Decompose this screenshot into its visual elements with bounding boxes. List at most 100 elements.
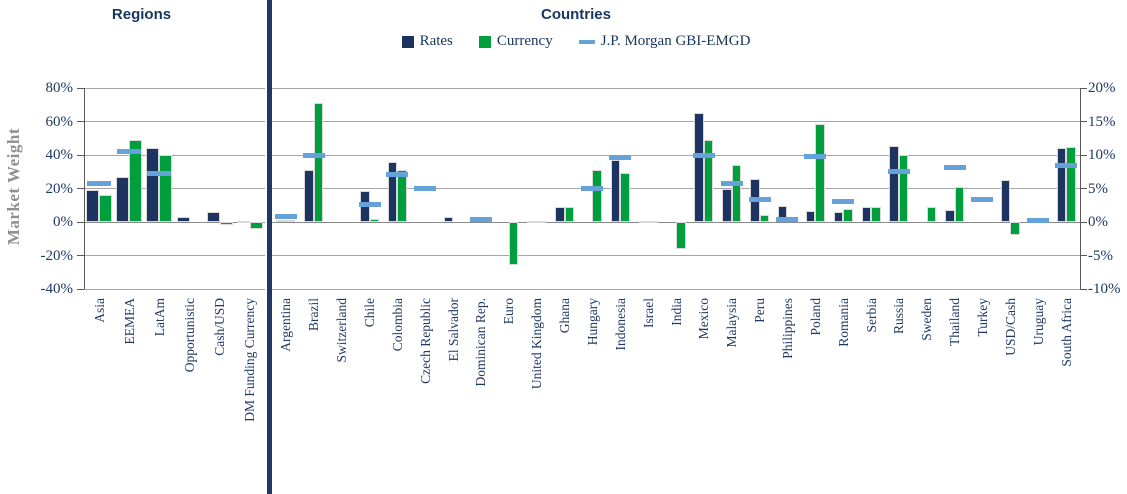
gridline — [84, 288, 265, 290]
category-label: United Kingdom — [529, 298, 545, 390]
rates-bar — [527, 220, 537, 223]
tick-mark — [77, 121, 84, 122]
gridline — [272, 288, 1080, 290]
currency-bar — [249, 222, 263, 229]
rates-bar — [638, 220, 649, 223]
category-label: India — [668, 298, 684, 326]
currency-bar — [759, 215, 770, 222]
currency-bar — [871, 207, 881, 222]
currency-bar — [285, 219, 296, 222]
category-label: Thailand — [947, 298, 963, 346]
currency-bar — [620, 173, 630, 222]
gbi-emgd-marker — [776, 216, 799, 222]
category-label: Philippines — [779, 298, 795, 359]
gridline — [84, 255, 265, 256]
category-label: USD/Cash — [1002, 298, 1018, 356]
gbi-emgd-marker — [1055, 162, 1078, 168]
currency-bar — [99, 195, 113, 222]
y-tick-label: -10% — [1088, 281, 1121, 297]
gridline — [84, 221, 265, 223]
currency-bar — [676, 222, 686, 249]
category-label: Czech Republic — [417, 298, 433, 384]
y-tick-label: 5% — [1088, 180, 1108, 197]
category-label: Mexico — [696, 298, 712, 340]
currency-bar — [815, 124, 825, 222]
currency-bar — [731, 165, 742, 222]
y-tick-label: 80% — [45, 80, 74, 96]
section-divider — [267, 0, 272, 494]
y-tick-label: 15% — [1088, 113, 1116, 130]
rates-bar — [555, 207, 565, 222]
tick-mark — [77, 188, 84, 189]
axis-line — [83, 88, 85, 289]
category-label: DM Funding Currency — [242, 298, 258, 422]
category-label: Sweden — [919, 298, 935, 341]
category-label: Turkey — [974, 298, 990, 337]
y-tick-label: 20% — [1088, 80, 1116, 96]
rates-bar — [805, 211, 816, 222]
rates-bar — [276, 219, 286, 222]
category-label: Brazil — [306, 298, 322, 331]
regions-title: Regions — [111, 6, 172, 23]
gbi-emgd-marker — [692, 152, 715, 158]
rates-bar — [146, 148, 160, 222]
category-label: EEMEA — [121, 298, 137, 345]
tick-mark — [1080, 188, 1087, 189]
category-label: Euro — [501, 298, 517, 325]
tick-mark — [77, 154, 84, 156]
countries-title: Countries — [540, 6, 611, 23]
rates-bar — [889, 146, 899, 222]
gbi-emgd-marker — [274, 214, 297, 220]
currency-bar — [592, 169, 602, 222]
category-label: Opportunistic — [182, 298, 198, 373]
category-label: LatAm — [151, 298, 167, 337]
gbi-emgd-marker — [887, 169, 910, 175]
gbi-emgd-marker — [609, 155, 632, 161]
rates-bar — [722, 188, 732, 222]
category-label: Cash/USD — [212, 298, 228, 356]
category-label: Argentina — [278, 298, 294, 352]
currency-bar — [703, 140, 714, 222]
tick-mark — [77, 255, 84, 256]
gbi-emgd-dash-icon — [578, 39, 595, 44]
category-label: El Salvador — [445, 298, 461, 362]
gbi-emgd-marker — [87, 180, 112, 186]
currency-bar — [159, 155, 173, 222]
currency-bar — [564, 207, 575, 222]
y-tick-label: -5% — [1088, 247, 1113, 264]
currency-bar — [313, 102, 324, 222]
category-label: Ghana — [557, 298, 573, 334]
currency-bar — [1010, 222, 1020, 236]
rates-bar — [116, 176, 130, 222]
legend: Rates Currency J.P. Morgan GBI-EMGD — [272, 33, 880, 50]
category-label: Russia — [891, 298, 907, 335]
category-label: Uruguay — [1030, 298, 1046, 346]
gridline — [84, 188, 265, 189]
y-tick-label: 10% — [1088, 147, 1116, 163]
currency-swatch-icon — [478, 35, 491, 48]
currency-bar — [898, 155, 909, 222]
gridline — [272, 154, 1080, 156]
gbi-emgd-marker — [1027, 218, 1050, 224]
currency-bar — [536, 220, 547, 223]
gridline — [272, 255, 1080, 256]
tick-mark — [1080, 121, 1087, 122]
rates-bar — [945, 209, 955, 222]
currency-bar — [369, 218, 380, 222]
gridline — [84, 87, 265, 89]
tick-mark — [77, 288, 84, 290]
gridline — [272, 87, 1080, 89]
category-label: Hungary — [584, 298, 600, 346]
tick-mark — [1080, 255, 1087, 256]
gbi-emgd-marker — [117, 149, 142, 155]
tick-mark — [1080, 87, 1087, 89]
y-tick-label: 20% — [45, 180, 74, 197]
tick-mark — [1080, 154, 1087, 156]
gbi-emgd-marker — [386, 171, 409, 177]
currency-bar — [508, 222, 519, 265]
y-tick-label: -40% — [40, 281, 74, 297]
currency-bar — [397, 169, 407, 222]
gbi-emgd-marker — [147, 170, 172, 176]
y-tick-label: 0% — [53, 214, 73, 230]
gbi-emgd-marker — [720, 180, 743, 186]
